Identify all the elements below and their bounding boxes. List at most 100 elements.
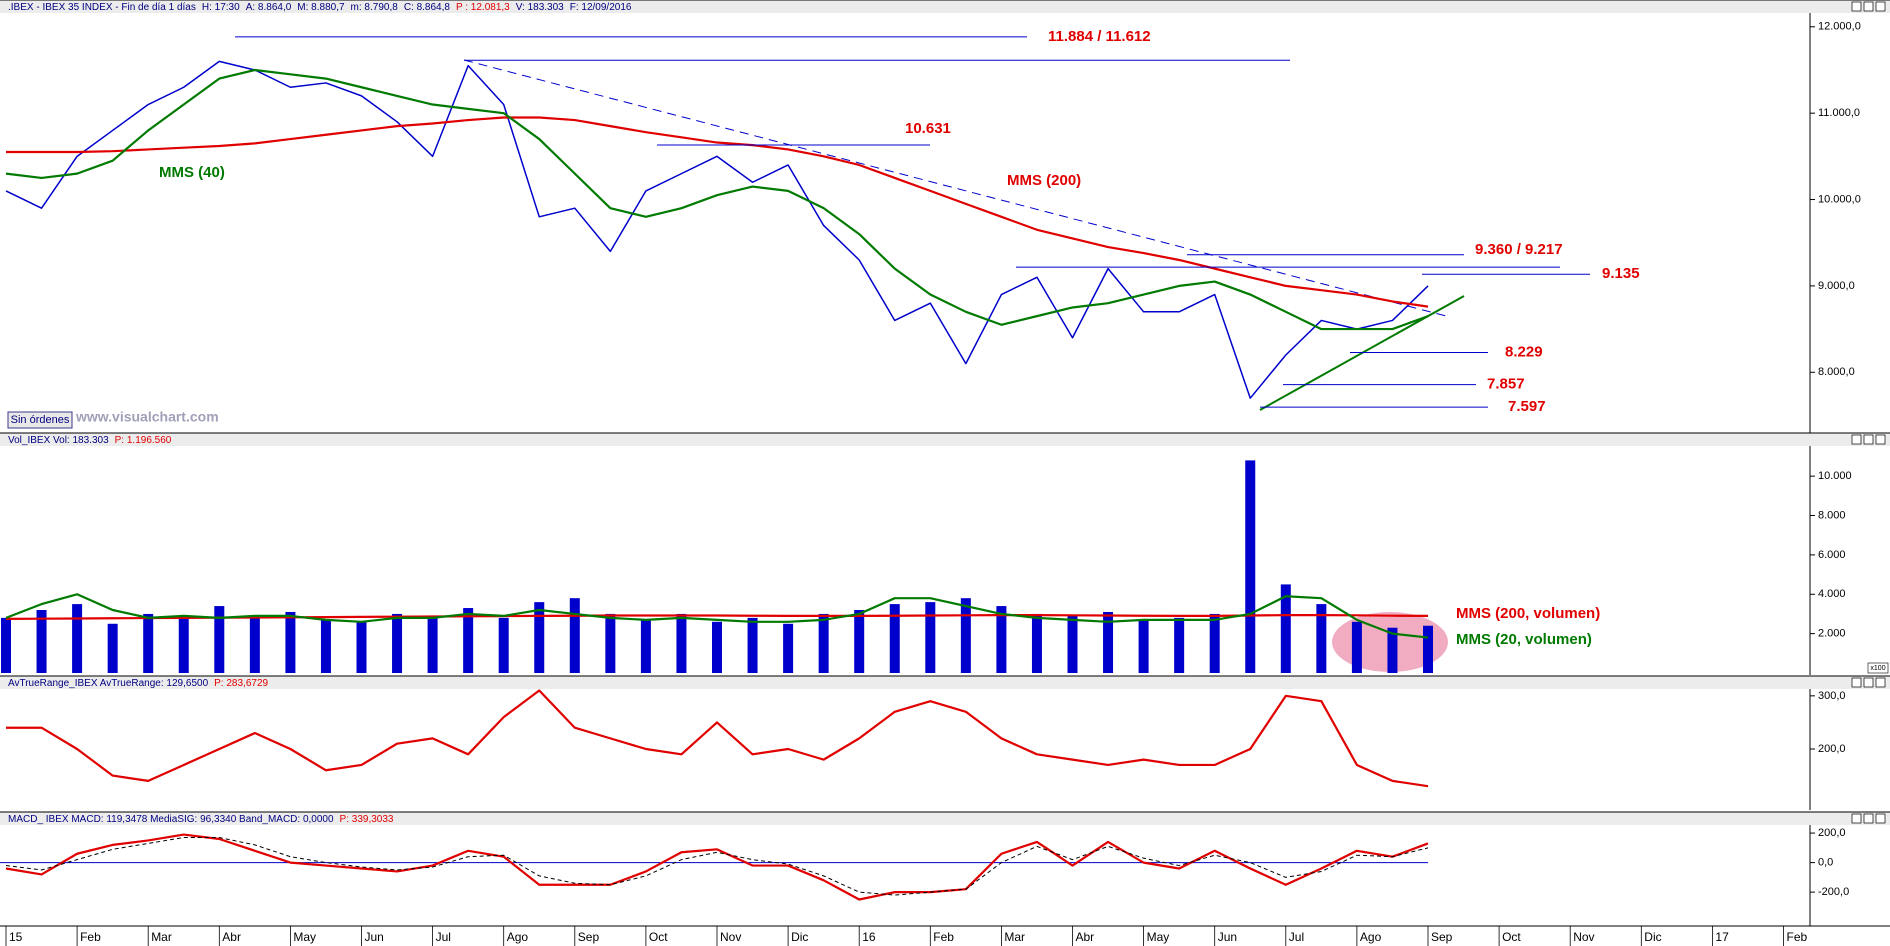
- y-tick-label: 10.000: [1818, 470, 1852, 482]
- title-part: F: 12/09/2016: [570, 2, 632, 13]
- volume-bar: [854, 610, 865, 673]
- volume-bar: [569, 598, 580, 673]
- title-part: Vol_IBEX Vol: 183.303: [8, 435, 109, 446]
- y-tick-label: 12.000,0: [1818, 21, 1861, 33]
- window-button: [1863, 1, 1874, 12]
- volume-bar: [889, 604, 900, 673]
- window-button: [1863, 813, 1874, 824]
- x-tick-label: May: [1147, 930, 1170, 944]
- level-label: 8.229: [1505, 343, 1543, 360]
- x-tick-label: Sep: [1431, 930, 1453, 944]
- x-tick-label: Oct: [1502, 930, 1521, 944]
- y-tick-label: 200,0: [1818, 827, 1846, 839]
- title-part: P: 1.196.560: [115, 435, 172, 446]
- panel-header: [0, 433, 1890, 446]
- volume-bar: [605, 613, 616, 673]
- volume-bar: [1245, 460, 1256, 673]
- title-part: m: 8.790,8: [351, 2, 399, 13]
- volume-bar: [1209, 613, 1220, 673]
- y-tick-label: 0,0: [1818, 857, 1833, 869]
- y-tick-label: 9.000,0: [1818, 280, 1855, 292]
- x-tick-label: 16: [862, 930, 876, 944]
- x-tick-label: Jun: [1218, 930, 1237, 944]
- x-tick-label: Mar: [1004, 930, 1025, 944]
- volume-bar: [1138, 619, 1149, 673]
- y-tick-label: 10.000,0: [1818, 193, 1861, 205]
- panel-title: AvTrueRange_IBEX AvTrueRange: 129,6500 P:…: [8, 678, 269, 689]
- title-part: M: 8.880,7: [297, 2, 345, 13]
- volume-bar: [498, 617, 509, 673]
- level-label: 9.135: [1602, 265, 1640, 282]
- scale-box: [1867, 662, 1889, 674]
- x-tick-label: Ago: [507, 930, 529, 944]
- title-part: AvTrueRange_IBEX AvTrueRange: 129,6500: [8, 678, 209, 689]
- level-label: 11.884 / 11.612: [1048, 28, 1151, 45]
- x-tick-label: May: [293, 930, 316, 944]
- x-tick-label: Feb: [80, 930, 101, 944]
- series-line: [5, 60, 1429, 399]
- volume-bar: [1423, 625, 1433, 673]
- x-tick-label: Sep: [578, 930, 600, 944]
- volume-bar: [143, 613, 154, 673]
- panel-header: [0, 812, 1890, 825]
- y-tick-label: 300,0: [1818, 690, 1846, 702]
- volume-bar: [1067, 615, 1078, 673]
- volume-bar: [285, 611, 296, 673]
- volume-bar: [249, 617, 260, 673]
- volume-bar: [712, 621, 722, 673]
- y-tick-label: 4.000: [1818, 588, 1846, 600]
- x-tick-label: 17: [1715, 930, 1729, 944]
- volume-bar: [960, 598, 971, 673]
- window-button: [1851, 677, 1862, 688]
- volume-bar: [818, 613, 829, 673]
- series-label: MMS (200): [1007, 172, 1081, 189]
- x-tick-label: Nov: [1573, 930, 1594, 944]
- y-tick-label: -200,0: [1818, 886, 1849, 898]
- volume-bar: [1174, 617, 1185, 673]
- y-tick-label: 6.000: [1818, 549, 1846, 561]
- volume-bar: [178, 615, 189, 673]
- panel-title: .IBEX - IBEX 35 INDEX - Fin de día 1 día…: [8, 2, 632, 13]
- volume-bar: [747, 617, 758, 673]
- title-part: MACD_ IBEX MACD: 119,3478 MediaSIG: 96,3…: [8, 814, 334, 825]
- orders-box[interactable]: [7, 411, 73, 429]
- volume-bar: [392, 613, 403, 673]
- volume-bar: [1351, 621, 1362, 673]
- title-part: C: 8.864,8: [404, 2, 451, 13]
- volume-bar: [356, 621, 367, 673]
- x-tick-label: Jul: [436, 930, 451, 944]
- series-line: [6, 689, 1429, 788]
- series-label: MMS (20, volumen): [1456, 631, 1592, 648]
- window-button: [1851, 813, 1862, 824]
- volume-bar: [1316, 604, 1327, 673]
- y-tick-label: 8.000,0: [1818, 366, 1855, 378]
- orders-label: Sin órdenes: [11, 414, 70, 426]
- x-tick-label: Dic: [791, 930, 808, 944]
- x-tick-label: Abr: [222, 930, 241, 944]
- level-label: 7.597: [1508, 398, 1546, 415]
- x-tick-label: Jun: [365, 930, 384, 944]
- x-tick-label: Jul: [1289, 930, 1304, 944]
- title-part: H: 17:30: [202, 2, 240, 13]
- title-part: P : 12.081,3: [456, 2, 510, 13]
- title-part: P: 339,3033: [340, 814, 394, 825]
- watermark: www.visualchart.com: [75, 409, 219, 425]
- window-button: [1863, 434, 1874, 445]
- window-button: [1851, 434, 1862, 445]
- x-tick-label: 15: [9, 930, 23, 944]
- window-button: [1851, 1, 1862, 12]
- series-line: [5, 593, 1429, 639]
- x-tick-label: Nov: [720, 930, 741, 944]
- volume-bar: [534, 602, 545, 673]
- series-line: [5, 68, 1429, 331]
- trend-line: [463, 59, 1447, 317]
- x-tick-label: Feb: [1787, 930, 1808, 944]
- window-button: [1875, 1, 1886, 12]
- volume-bar: [1, 617, 11, 673]
- volume-bar: [1031, 613, 1042, 673]
- x-tick-label: Ago: [1360, 930, 1382, 944]
- x-tick-label: Dic: [1644, 930, 1661, 944]
